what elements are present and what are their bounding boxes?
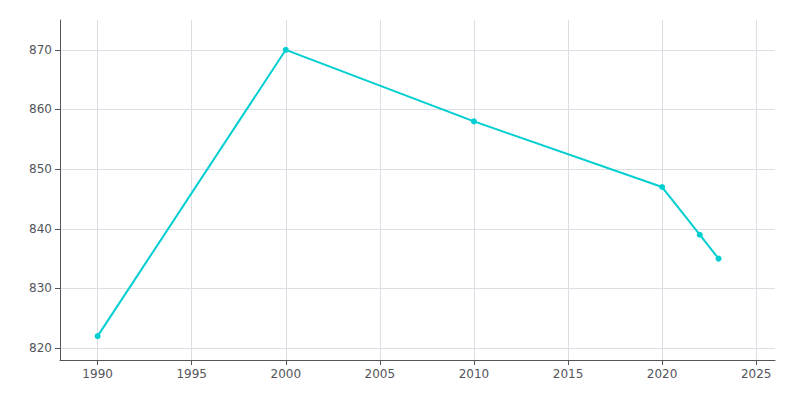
svg-text:2020: 2020 — [647, 367, 678, 381]
svg-text:2010: 2010 — [459, 367, 490, 381]
svg-text:820: 820 — [29, 341, 52, 355]
svg-text:1990: 1990 — [82, 367, 113, 381]
svg-text:2005: 2005 — [365, 367, 396, 381]
svg-text:830: 830 — [29, 281, 52, 295]
svg-text:2025: 2025 — [741, 367, 772, 381]
svg-text:2000: 2000 — [271, 367, 302, 381]
svg-text:1995: 1995 — [176, 367, 207, 381]
svg-text:840: 840 — [29, 222, 52, 236]
svg-text:870: 870 — [29, 43, 52, 57]
svg-text:2015: 2015 — [553, 367, 584, 381]
svg-text:850: 850 — [29, 162, 52, 176]
svg-text:860: 860 — [29, 102, 52, 116]
